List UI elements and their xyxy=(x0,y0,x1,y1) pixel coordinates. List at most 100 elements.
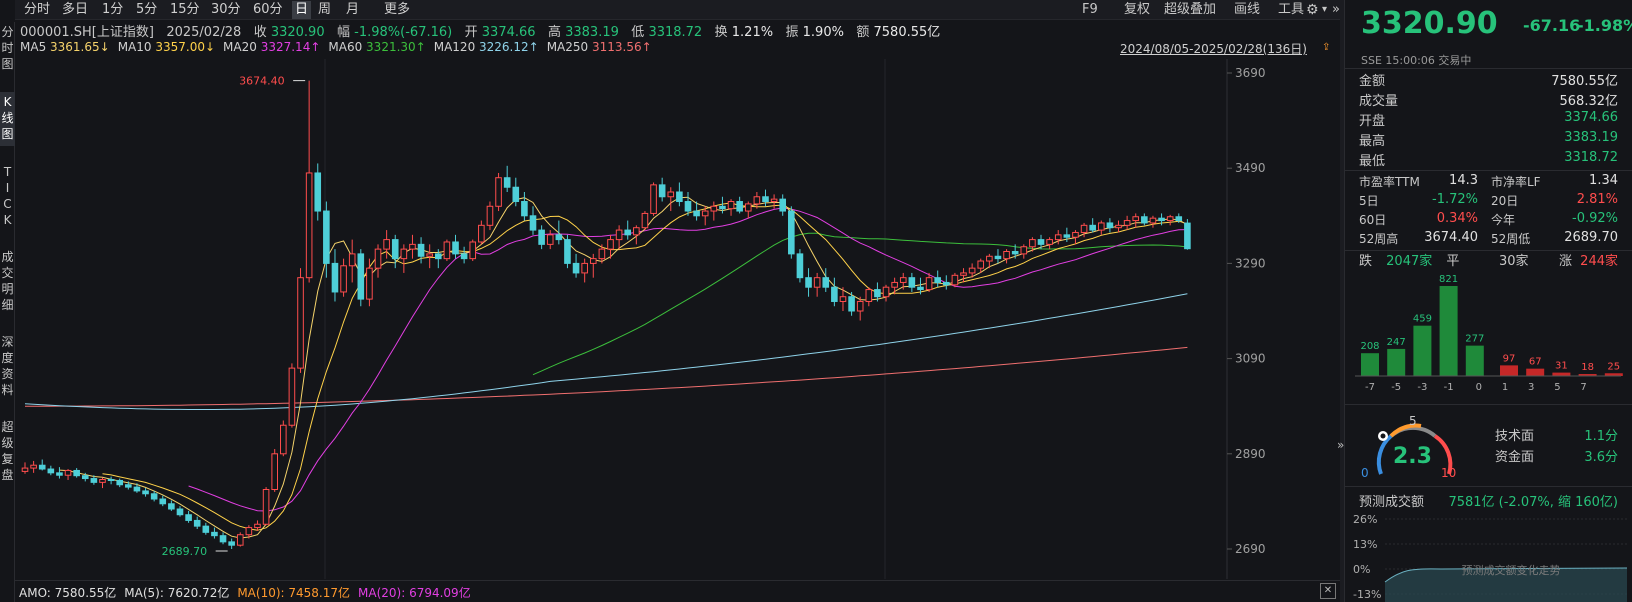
change-label: 幅 xyxy=(337,25,351,40)
candle-down xyxy=(693,210,700,217)
valuation-label: 20日 xyxy=(1491,194,1519,208)
candle-down xyxy=(47,468,55,474)
dropdown-arrow-icon[interactable]: ▾ xyxy=(1322,4,1328,15)
candle-up xyxy=(925,277,933,291)
date-range[interactable]: 2024/08/05-2025/02/28(136日) xyxy=(1120,42,1307,56)
valuation-row: 5日 -1.72% 20日 2.81% xyxy=(1359,192,1618,212)
candle-down xyxy=(529,215,537,231)
candle-up xyxy=(366,267,373,300)
valuation-value: 14.3 xyxy=(1449,173,1478,188)
tab-timeshare[interactable]: 分时图 xyxy=(1,25,14,71)
candle-up xyxy=(960,272,967,276)
candle-up xyxy=(1132,216,1140,222)
collapse-panel-icon[interactable]: » xyxy=(1337,438,1345,452)
panel-divider[interactable] xyxy=(1340,0,1344,602)
ma-legend: MA5 3361.65↓ MA10 3357.00↓ MA20 3327.14↑ MA… xyxy=(20,40,660,54)
toolbar-overlay-button[interactable]: 超级叠加 xyxy=(1164,2,1217,17)
candle-up xyxy=(305,172,313,279)
period-tab[interactable]: 日 xyxy=(292,1,312,19)
breadth-bar xyxy=(1500,365,1518,376)
period-tab[interactable]: 5分 xyxy=(136,2,158,17)
tab-trade-detail[interactable]: 成交明细 xyxy=(1,250,14,312)
forecast-tick: -13% xyxy=(1353,588,1381,601)
breadth-axis-label: 5 xyxy=(1554,382,1560,393)
candle-down xyxy=(1089,224,1096,231)
rise-count: 244家 xyxy=(1580,254,1618,269)
last-price: 3320.90 xyxy=(1361,6,1498,41)
turnover-value: 1.21% xyxy=(731,25,774,40)
candle-down xyxy=(658,184,666,198)
valuation-value: 2689.70 xyxy=(1564,230,1618,245)
valuation-label: 市净率LF xyxy=(1491,175,1541,189)
candle-down xyxy=(788,210,795,255)
valuation-value: -0.92% xyxy=(1572,211,1618,226)
candle-up xyxy=(753,196,761,205)
volume-ma-item: AMO: 7580.55亿 xyxy=(19,586,117,600)
candle-down xyxy=(150,493,158,500)
fall-count: 2047家 xyxy=(1386,254,1433,269)
valuation-label: 52周低 xyxy=(1491,232,1531,246)
period-tab[interactable]: 60分 xyxy=(253,2,283,17)
candle-down xyxy=(943,281,950,286)
period-tab[interactable]: 月 xyxy=(346,2,360,17)
breadth-header: 跌 2047家 平 30家 涨 244家 xyxy=(1359,250,1618,270)
candle-down xyxy=(848,296,855,312)
gauge-score: 2.3 xyxy=(1393,444,1432,469)
ma120-line xyxy=(24,293,1188,410)
stat-value: 3318.72 xyxy=(1564,150,1618,165)
period-tab[interactable]: 分时 xyxy=(24,2,51,17)
kline-chart[interactable]: 3690 3490 3290 3090 2890 2690 3674.40 2689.70 xyxy=(15,59,1340,579)
toolbar-f9-button[interactable]: F9 xyxy=(1082,2,1098,17)
ma250-line xyxy=(25,346,1188,407)
period-tab[interactable]: 1分 xyxy=(102,2,124,17)
tab-replay[interactable]: 超级复盘 xyxy=(1,420,14,482)
tab-depth[interactable]: 深度资料 xyxy=(1,335,14,397)
toolbar-adjust-button[interactable]: 复权 xyxy=(1124,2,1151,17)
gauge-mid: 5 xyxy=(1409,414,1417,428)
candle-down xyxy=(142,490,149,495)
amplitude-label: 振 xyxy=(785,25,799,40)
valuation-row: 60日 0.34% 今年 -0.92% xyxy=(1359,211,1618,231)
high-label: 高 xyxy=(547,25,561,40)
candle-up xyxy=(882,286,890,298)
stat-label: 最低 xyxy=(1359,154,1386,169)
settings-gear-icon[interactable]: ⚙ xyxy=(1306,2,1319,18)
amount-label: 额 xyxy=(856,25,870,40)
stat-row: 成交量 568.32亿 xyxy=(1359,90,1618,110)
candle-up xyxy=(443,241,451,260)
forecast-label: 预测成交额 xyxy=(1359,495,1425,510)
candle-down xyxy=(391,239,399,260)
ma-legend-item: MA120 3226.12↑ xyxy=(433,40,539,54)
toolbar-tools-button[interactable]: 工具 xyxy=(1278,2,1305,17)
candle-up xyxy=(1166,216,1174,222)
close-icon[interactable]: ✕ xyxy=(1320,583,1336,599)
candle-down xyxy=(168,503,175,510)
candle-up xyxy=(607,239,614,250)
expand-chevron-icon[interactable]: » xyxy=(1332,2,1340,17)
period-tab[interactable]: 更多 xyxy=(384,2,411,17)
breadth-bar-label: 247 xyxy=(1387,337,1406,348)
candle-up xyxy=(297,277,304,369)
stat-row: 金额 7580.55亿 xyxy=(1359,70,1618,90)
candle-down xyxy=(73,469,80,477)
period-tab[interactable]: 30分 xyxy=(211,2,241,17)
close-value: 3320.90 xyxy=(270,25,325,40)
valuation-value: 2.81% xyxy=(1576,192,1618,207)
valuation-value: 3674.40 xyxy=(1424,230,1478,245)
breadth-bar xyxy=(1361,353,1379,376)
stat-label: 开盘 xyxy=(1359,114,1386,129)
candle-up xyxy=(409,243,416,250)
price-change-pct: -1.98% xyxy=(1577,16,1632,35)
candle-down xyxy=(90,478,98,483)
forecast-tick: 13% xyxy=(1353,538,1377,551)
upload-icon[interactable]: ⇪ xyxy=(1322,42,1331,53)
forecast-chart: 26% 13% 0% -13% 预测成交额变化走势 xyxy=(1353,513,1628,602)
flat-count: 30家 xyxy=(1499,254,1529,269)
market-code: SSE xyxy=(1361,54,1382,67)
toolbar-draw-button[interactable]: 画线 xyxy=(1234,2,1261,17)
period-tab[interactable]: 多日 xyxy=(62,2,89,17)
period-tab[interactable]: 周 xyxy=(318,2,332,17)
period-tab[interactable]: 15分 xyxy=(170,2,200,17)
